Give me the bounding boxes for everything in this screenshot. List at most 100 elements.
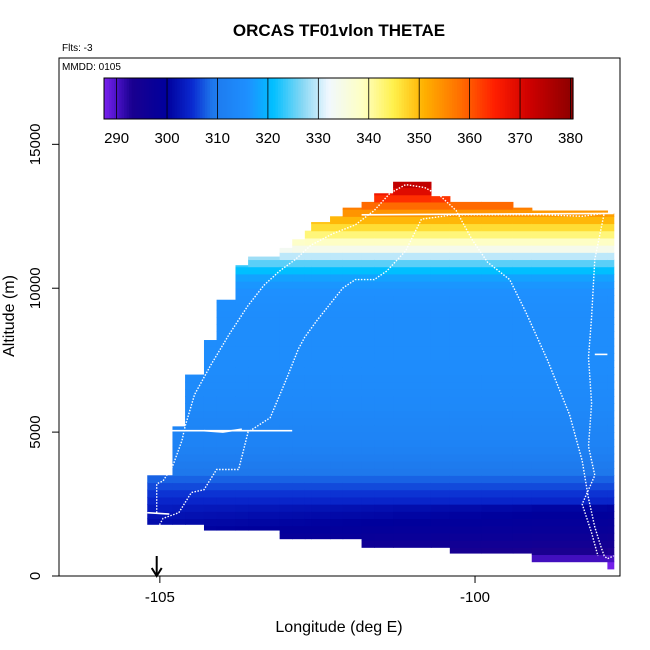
heatmap-cell: [481, 317, 514, 325]
heatmap-cell: [216, 453, 237, 462]
heatmap-cell: [292, 518, 306, 527]
colorbar-segment: [509, 78, 514, 119]
heatmap-cell: [430, 424, 451, 433]
heatmap-cell: [342, 381, 363, 390]
heatmap-cell: [330, 396, 344, 404]
colorbar-segment: [363, 78, 367, 119]
heatmap-cell: [481, 302, 514, 311]
heatmap-cell: [248, 475, 281, 484]
heatmap-cell: [481, 439, 514, 448]
heatmap-cell: [393, 374, 432, 383]
heatmap-cell: [342, 482, 363, 491]
heatmap-cell: [361, 245, 375, 253]
heatmap-cell: [330, 259, 344, 268]
heatmap-cell: [512, 540, 533, 548]
heatmap-cell: [279, 432, 293, 440]
colorbar-segment: [184, 78, 188, 119]
heatmap-cell: [330, 410, 344, 419]
heatmap-cell: [512, 259, 533, 268]
heatmap-cell: [235, 439, 249, 448]
heatmap-cell: [279, 295, 293, 304]
colorbar-segment: [421, 78, 425, 119]
heatmap-cell: [607, 288, 615, 297]
heatmap-cell: [304, 352, 312, 361]
heatmap-cell: [512, 468, 533, 476]
heatmap-cell: [607, 532, 615, 541]
heatmap-cell: [216, 504, 237, 512]
heatmap-cell: [531, 489, 608, 498]
x-axis-label: Longitude (deg E): [275, 619, 402, 636]
heatmap-cell: [342, 410, 363, 419]
heatmap-cell: [531, 381, 608, 390]
colorbar-segment: [189, 78, 193, 119]
heatmap-cell: [185, 396, 205, 404]
colorbar-segment: [497, 78, 501, 119]
heatmap-cell: [607, 504, 615, 512]
heatmap-cell: [430, 439, 451, 448]
colorbar-segment: [212, 78, 216, 119]
x-tick-label: -105: [145, 589, 175, 606]
colorbar-segment: [351, 78, 355, 119]
heatmap-cell: [304, 288, 312, 297]
heatmap-cell: [342, 439, 363, 448]
heatmap-cell: [292, 374, 306, 383]
heatmap-cell: [430, 453, 451, 462]
heatmap-cell: [361, 410, 375, 419]
heatmap-cell: [430, 468, 451, 476]
heatmap-cell: [481, 396, 514, 404]
heatmap-cell: [248, 256, 281, 261]
heatmap-cell: [304, 410, 312, 419]
heatmap-cell: [393, 295, 432, 304]
colorbar-segment: [156, 78, 161, 119]
colorbar-segment: [474, 78, 478, 119]
colorbar-segment: [429, 78, 433, 119]
heatmap-cell: [248, 482, 281, 491]
heatmap-cell: [311, 532, 331, 540]
heatmap-cell: [374, 424, 394, 433]
heatmap-cell: [374, 259, 394, 268]
flight-track: [147, 183, 614, 560]
heatmap-cell: [330, 266, 344, 275]
heatmap-cell: [311, 417, 331, 426]
heatmap-cell: [292, 496, 306, 505]
heatmap-cell: [607, 432, 615, 440]
heatmap-cell: [235, 525, 249, 531]
heatmap-cell: [248, 511, 281, 520]
heatmap-cell: [361, 367, 375, 376]
heatmap-cell: [279, 302, 293, 311]
heatmap-cell: [512, 417, 533, 426]
colorbar-tick-label: 300: [155, 130, 180, 147]
heatmap-cell: [374, 403, 394, 412]
heatmap-cell: [449, 518, 482, 527]
heatmap-cell: [248, 309, 281, 318]
heatmap-cell: [235, 317, 249, 325]
heatmap-cell: [330, 432, 344, 440]
heatmap-cell: [248, 396, 281, 404]
colorbar-segment: [126, 78, 130, 119]
heatmap-cell: [374, 381, 394, 390]
heatmap-cell: [292, 338, 306, 347]
colorbar-segment: [404, 78, 408, 119]
heatmap-cell: [235, 432, 249, 440]
heatmap-cell: [292, 432, 306, 440]
colorbar-segment: [502, 78, 506, 119]
heatmap-cell: [185, 432, 205, 440]
heatmap-cell: [172, 496, 186, 505]
heatmap-cell: [304, 302, 312, 311]
heatmap-cell: [449, 324, 482, 332]
heatmap-cell: [449, 230, 482, 239]
heatmap-cell: [393, 209, 432, 217]
heatmap-cell: [607, 273, 615, 282]
heatmap-cell: [330, 331, 344, 340]
heatmap-cell: [449, 511, 482, 520]
heatmap-cell: [292, 460, 306, 469]
colorbar-segment: [489, 78, 493, 119]
colorbar-segment: [182, 78, 186, 119]
heatmap-cell: [292, 504, 306, 512]
heatmap-cell: [361, 295, 375, 304]
colorbar-segment: [161, 78, 166, 119]
colorbar-segment: [472, 78, 476, 119]
heatmap-cell: [449, 460, 482, 469]
heatmap-cell: [330, 374, 344, 383]
heatmap-cell: [235, 288, 249, 297]
